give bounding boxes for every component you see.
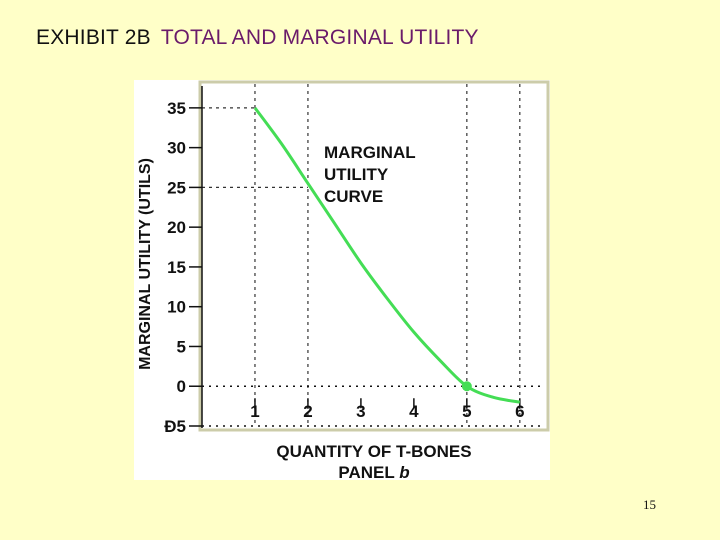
y-tick-label: 0 [177, 377, 186, 396]
exhibit-label: EXHIBIT 2B [36, 26, 151, 49]
y-axis-ticks: 35 30 25 20 15 10 5 0 Ð5 [164, 99, 202, 436]
y-tick-label: 10 [167, 298, 186, 317]
y-axis-label: MARGINAL UTILITY (UTILS) [137, 158, 154, 370]
y-tick-label: 5 [177, 337, 186, 356]
chart-panel: 35 30 25 20 15 10 5 0 Ð5 1 2 3 4 5 6 MARGINAL UTILITY… [134, 80, 550, 480]
annotation-line-1: MARGINAL [324, 143, 415, 162]
y-tick-label: 20 [167, 218, 186, 237]
page-number: 15 [643, 497, 656, 512]
y-tick-label: 25 [167, 178, 186, 197]
exhibit-title: TOTAL AND MARGINAL UTILITY [160, 26, 479, 49]
zero-marginal-utility-point [461, 381, 472, 392]
curve-annotation: MARGINAL UTILITY CURVE [324, 143, 420, 206]
x-axis-label: QUANTITY OF T-BONES [276, 442, 471, 461]
x-tick-label: 5 [462, 402, 471, 421]
panel-label: PANEL b [338, 463, 409, 480]
x-axis-ticks: 1 2 3 4 5 6 [202, 385, 541, 427]
reference-lines [202, 84, 521, 426]
x-tick-label: 4 [409, 402, 419, 421]
slide-title: EXHIBIT 2B TOTAL AND MARGINAL UTILITY [36, 26, 479, 50]
marginal-utility-chart: 35 30 25 20 15 10 5 0 Ð5 1 2 3 4 5 6 MARGINAL UTILITY… [137, 80, 550, 480]
x-tick-label: 2 [303, 402, 312, 421]
y-tick-label: 15 [167, 258, 186, 277]
x-tick-label: 3 [356, 402, 365, 421]
panel-label-prefix: PANEL [338, 463, 394, 480]
annotation-line-2: UTILITY [324, 165, 389, 184]
x-tick-label: 6 [515, 402, 524, 421]
y-tick-label: 30 [167, 139, 186, 158]
x-tick-label: 1 [250, 402, 259, 421]
marginal-utility-curve [253, 106, 521, 404]
plot-frame [198, 80, 550, 432]
panel-label-letter: b [399, 463, 409, 480]
y-tick-label: Ð5 [164, 417, 186, 436]
y-tick-label: 35 [167, 99, 186, 118]
annotation-line-3: CURVE [324, 187, 383, 206]
